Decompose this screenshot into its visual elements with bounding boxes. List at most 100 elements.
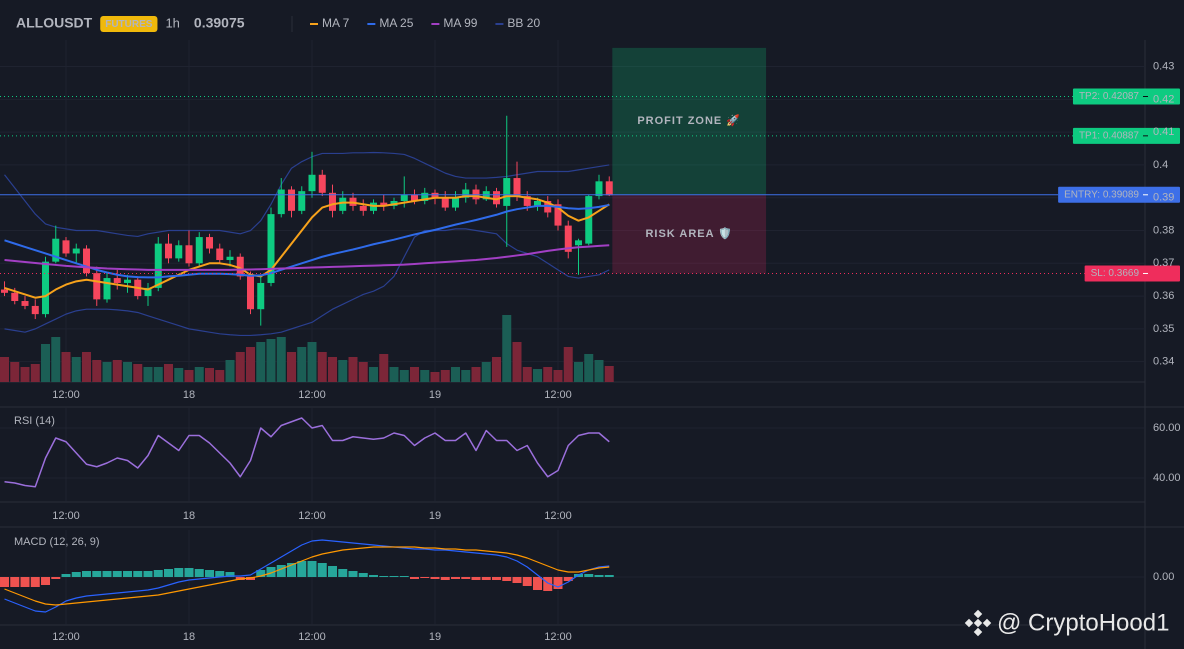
level-tag-label: SL: 0.3669 [1091,268,1140,279]
volume-bar [471,367,481,382]
level-tag [1084,265,1180,282]
x-tick-label: 12:00 [544,631,572,643]
histogram-bar [410,577,420,579]
pane: 12:00 18 12:00 19 12:00 [0,408,1145,522]
histogram-bar [420,577,430,578]
candle-body [93,273,101,300]
histogram-bar [71,572,81,577]
indicator-line [4,417,610,488]
histogram-bar [92,571,102,577]
x-tick-label: 12:00 [52,631,80,643]
legend-label: MA 25 [379,16,413,30]
x-tick-label: 12:00 [544,510,572,522]
volume-bar [225,360,235,382]
candle-body [165,243,173,259]
candle-body [441,197,449,208]
volume-bar [450,367,460,382]
histogram-bar [205,570,215,577]
symbol: ALLOUSDT [16,15,93,31]
volume-bar [215,370,225,382]
x-tick-label: 12:00 [298,389,326,401]
zone [612,47,767,195]
x-tick-label: 12:00 [544,389,572,401]
y-tick-label: 40.00 [1153,472,1181,484]
volume-bar [512,342,522,382]
candle-body [83,248,91,274]
y-tick-label: 0.39 [1153,192,1174,204]
candle-body [605,181,613,196]
band-upper [4,151,610,238]
x-tick-label: 19 [429,510,441,522]
volume-bar [379,354,389,382]
volume-bar [30,364,40,382]
histogram-bar [553,577,563,589]
volume-bar [522,367,532,382]
histogram-bar [481,577,491,580]
x-tick-label: 12:00 [298,631,326,643]
y-tick-label: 0.43 [1153,60,1174,72]
legend-label: MA 7 [322,16,350,30]
histogram-bar [491,577,501,580]
volume-bar [491,357,501,382]
moving-average [4,244,610,271]
candle-body [523,196,531,206]
candle-body [175,245,183,259]
candle-body [144,287,152,297]
candle-body [216,248,224,261]
candle-body [206,237,214,249]
candle-body [257,282,265,310]
candle-body [318,174,326,193]
histogram-bar [225,572,235,577]
indicator-line [4,546,610,606]
y-tick-label: 0.41 [1153,126,1174,138]
histogram-bar [594,575,604,577]
candle-body [533,200,541,206]
candle-body [195,237,203,264]
histogram-bar [389,576,399,577]
histogram-bar [543,577,553,591]
volume-bar [143,367,153,382]
y-tick-label: 0.35 [1153,323,1174,335]
badge: FUTURES [105,19,153,30]
candle-body [585,196,593,244]
volume-bar [123,362,133,382]
watermark-text: @ CryptoHood1 [997,609,1169,636]
volume-bar [194,367,204,382]
volume-bar [543,367,553,382]
candle-body [574,240,582,246]
volume-bar [20,367,30,382]
histogram-bar [584,574,594,577]
histogram-bar [307,561,317,577]
candle-body [267,214,275,283]
volume-bar [584,354,594,382]
indicator-line [4,539,610,613]
y-tick-label: 0.37 [1153,257,1174,269]
volume-bar [553,370,563,382]
histogram-bar [256,570,266,577]
x-tick-label: 19 [429,389,441,401]
histogram-bar [61,574,71,577]
last-price: 0.39075 [194,15,245,31]
histogram-bar [10,577,20,587]
candle-body [226,256,234,261]
volume-bar [256,342,266,382]
volume-bar [338,360,348,382]
histogram-bar [440,577,450,580]
candle-body [277,189,285,215]
moving-average [4,203,610,279]
histogram-bar [51,577,61,579]
volume-bar [71,357,81,382]
histogram-bar [41,577,51,585]
histogram-bar [0,577,10,587]
candle-body [1,289,9,293]
candle-body [421,192,429,201]
volume-bar [420,370,430,382]
level-tag-label: TP1: 0.40887 [1079,130,1139,141]
histogram-bar [317,563,327,577]
candle-body [113,278,121,283]
y-tick-label: 0.38 [1153,224,1174,236]
level-tag [1072,88,1180,105]
volume-bar [297,347,307,382]
y-tick-label: 0.4 [1153,159,1168,171]
y-tick-label: 0.36 [1153,290,1174,302]
